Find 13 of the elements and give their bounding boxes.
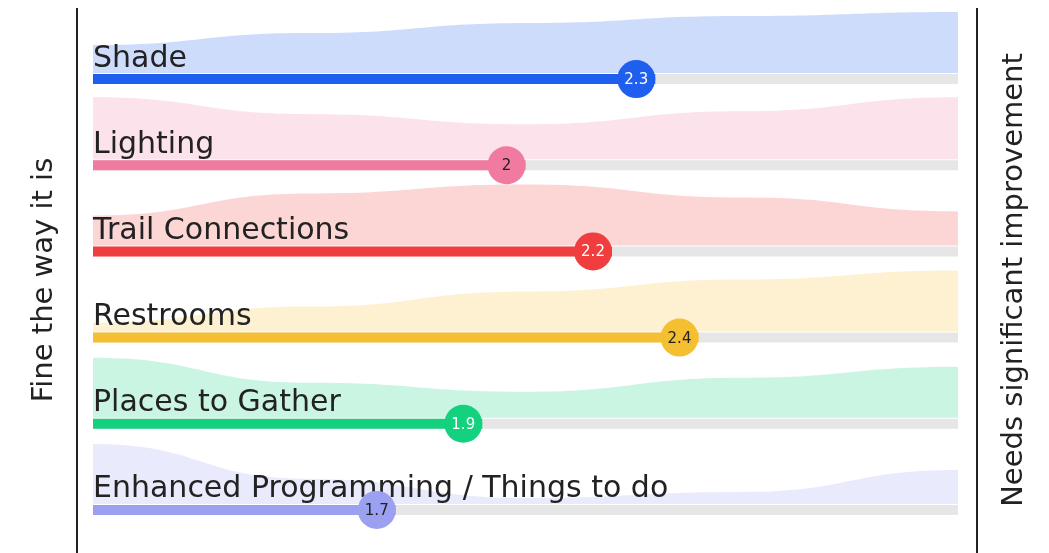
data-label: 2.3 — [624, 70, 649, 89]
y-tick-label: Shade — [93, 38, 187, 74]
data-label: 2.2 — [581, 242, 605, 261]
data-label: 1.9 — [451, 414, 476, 433]
y-tick-label: Trail Connections — [92, 210, 350, 246]
y-tick-label: Restrooms — [93, 297, 252, 333]
data-label: 1.7 — [364, 500, 389, 519]
data-label: 2 — [501, 156, 512, 175]
y-tick-label: Lighting — [93, 124, 215, 160]
text: Needs significant improvement — [995, 53, 1029, 507]
text: Fine the way it is — [25, 157, 59, 403]
y-tick-label: Places to Gather — [93, 383, 342, 419]
data-label: 2.4 — [667, 328, 692, 347]
